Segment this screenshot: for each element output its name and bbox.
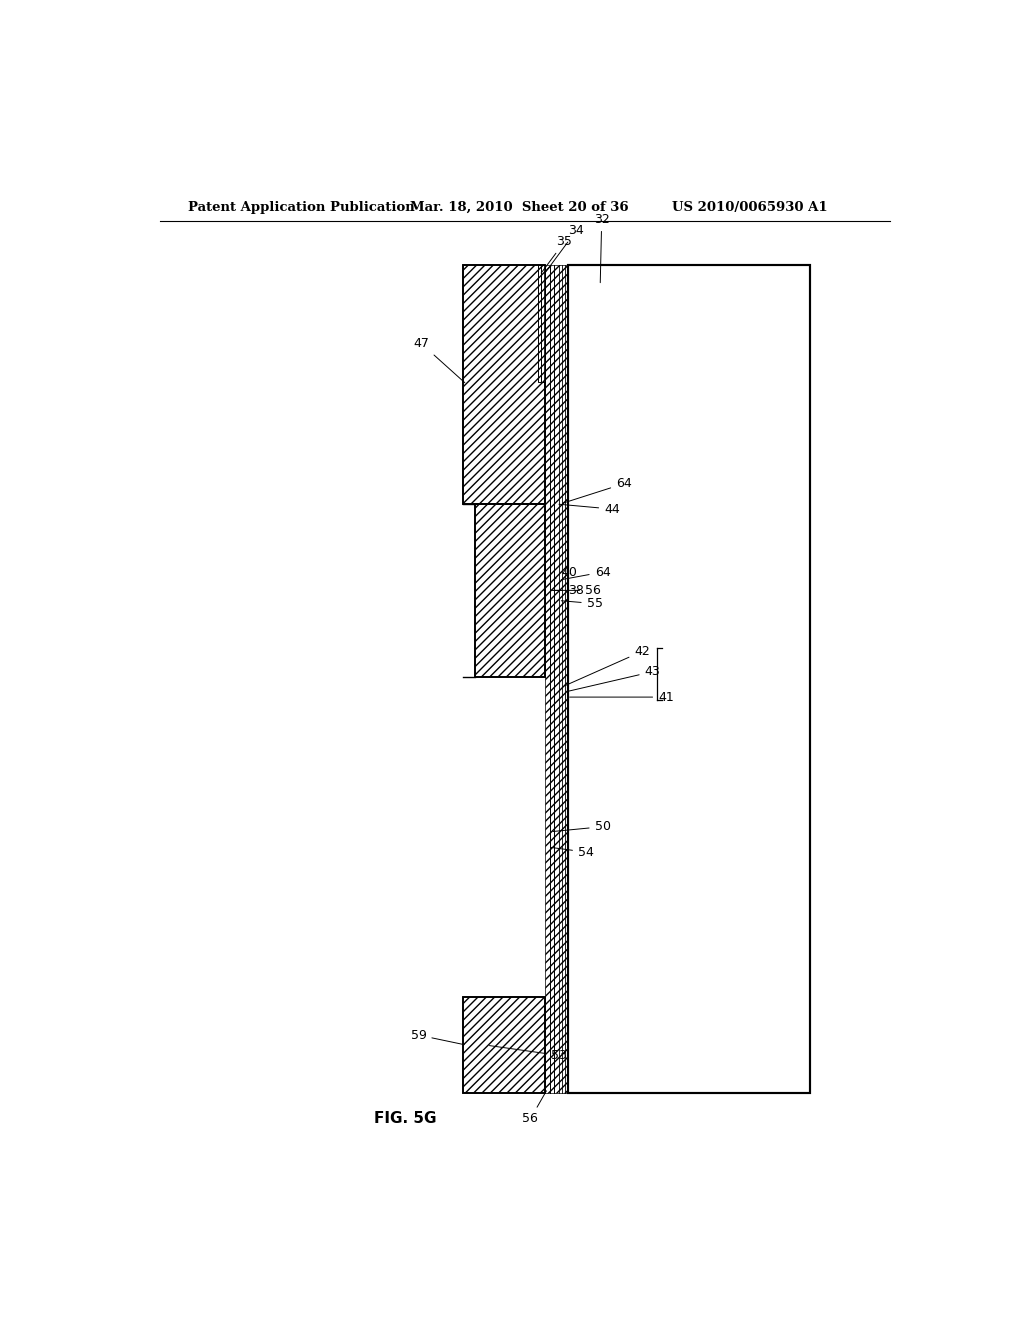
Text: 38: 38 <box>551 583 584 597</box>
Text: Patent Application Publication: Patent Application Publication <box>187 201 415 214</box>
Bar <box>541 265 546 381</box>
Bar <box>538 265 541 381</box>
Text: 64: 64 <box>563 477 632 503</box>
Text: 59: 59 <box>411 1028 464 1044</box>
Text: 43: 43 <box>567 665 660 692</box>
Text: 42: 42 <box>564 645 650 686</box>
Text: 44: 44 <box>559 503 620 516</box>
Text: 40: 40 <box>554 565 578 579</box>
Bar <box>463 265 546 504</box>
Bar <box>475 504 546 677</box>
Text: 34: 34 <box>545 224 585 273</box>
Text: US 2010/0065930 A1: US 2010/0065930 A1 <box>672 201 827 214</box>
Text: Mar. 18, 2010  Sheet 20 of 36: Mar. 18, 2010 Sheet 20 of 36 <box>410 201 629 214</box>
Bar <box>463 997 546 1093</box>
Bar <box>475 504 546 677</box>
Text: 54: 54 <box>551 846 594 858</box>
Text: 41: 41 <box>569 690 674 704</box>
Bar <box>546 265 568 1093</box>
Text: 56: 56 <box>522 1090 547 1126</box>
Bar <box>568 265 811 1093</box>
Bar <box>463 997 546 1093</box>
Text: 47: 47 <box>414 338 465 383</box>
Text: 35: 35 <box>541 235 572 273</box>
Text: 55: 55 <box>561 597 603 610</box>
Text: 50: 50 <box>553 820 610 833</box>
Bar <box>568 265 811 1093</box>
Text: 53: 53 <box>489 1045 567 1061</box>
Text: 56: 56 <box>553 583 601 597</box>
Bar <box>463 265 546 504</box>
Text: 64: 64 <box>561 565 610 579</box>
Text: FIG. 5G: FIG. 5G <box>374 1111 436 1126</box>
Text: 32: 32 <box>594 213 609 282</box>
